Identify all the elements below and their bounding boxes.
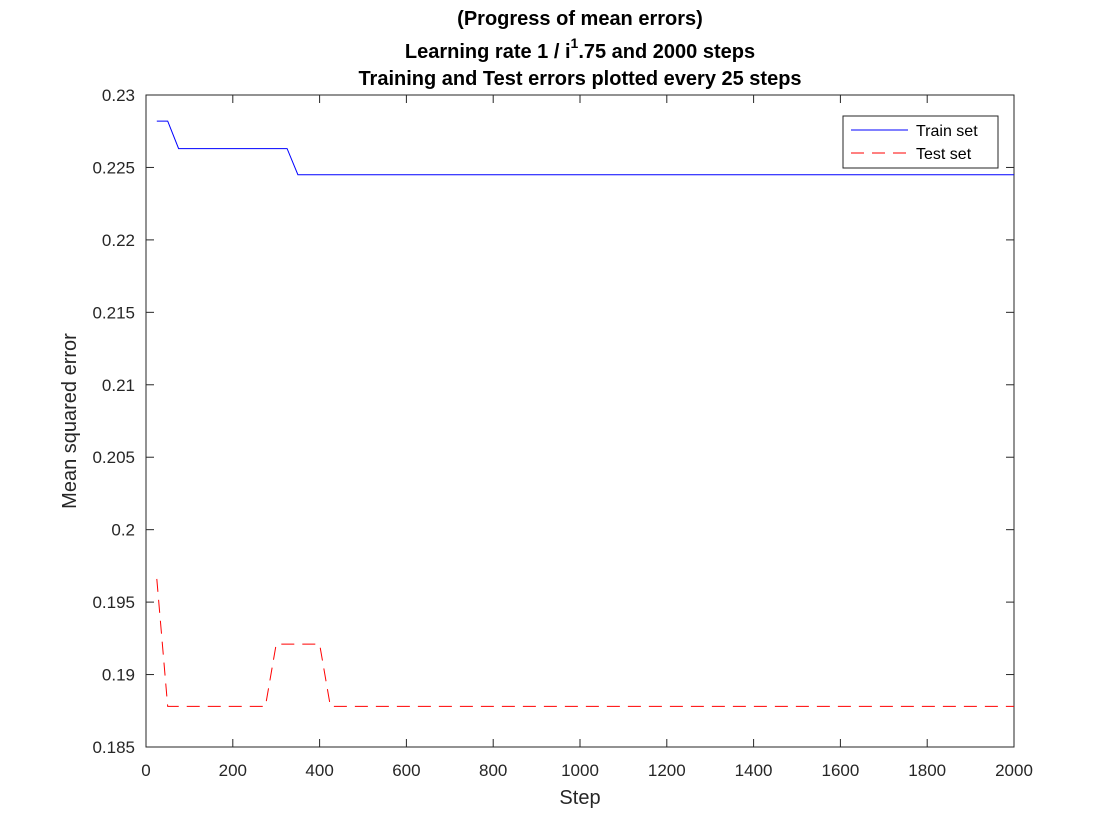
- y-tick-label: 0.19: [102, 666, 135, 685]
- y-tick-label: 0.21: [102, 376, 135, 395]
- x-tick-label: 400: [305, 761, 333, 780]
- y-tick-label: 0.185: [92, 738, 135, 757]
- chart-title-line-2: Learning rate 1 / i1.75 and 2000 steps: [405, 35, 755, 63]
- legend-box: [842, 115, 999, 169]
- plot-area: [145, 94, 1015, 748]
- x-tick-label: 1800: [908, 761, 946, 780]
- x-tick-label: 800: [479, 761, 507, 780]
- y-tick-label: 0.225: [92, 158, 135, 177]
- chart-title-line-1: (Progress of mean errors): [457, 8, 703, 30]
- x-tick-label: 2000: [995, 761, 1033, 780]
- series-line-test: [156, 578, 1014, 707]
- x-tick-label: 1200: [648, 761, 686, 780]
- y-tick-label: 0.2: [111, 521, 135, 540]
- x-axis-ticks: 0 200 400 600 800 1000 1200 1400 1600 1800 2000: [141, 95, 1033, 780]
- x-tick-label: 200: [219, 761, 247, 780]
- legend-label-test: Test set: [916, 146, 972, 163]
- y-axis-ticks: 0.185 0.19 0.195 0.2 0.205 0.21 0.215 0.22 0.225…: [92, 86, 1014, 757]
- x-tick-label: 1000: [561, 761, 599, 780]
- y-tick-label: 0.23: [102, 86, 135, 105]
- series-line-train: [156, 120, 1014, 176]
- chart-title-line-3: Training and Test errors plotted every 2…: [358, 68, 801, 90]
- legend-label-train: Train set: [916, 123, 978, 140]
- chart-title-line-2-main: Learning rate 1 / i: [405, 41, 571, 63]
- x-tick-label: 0: [141, 761, 150, 780]
- x-tick-label: 600: [392, 761, 420, 780]
- y-tick-label: 0.215: [92, 303, 135, 322]
- y-tick-label: 0.22: [102, 231, 135, 250]
- y-tick-label: 0.195: [92, 593, 135, 612]
- y-tick-label: 0.205: [92, 448, 135, 467]
- chart-title-superscript: 1: [571, 35, 579, 51]
- chart-title-line-2-suffix: .75 and 2000 steps: [578, 41, 755, 63]
- y-axis-label: Mean squared error: [59, 333, 81, 509]
- x-axis-label: Step: [559, 787, 600, 809]
- legend: Train set Test set: [842, 115, 999, 169]
- x-tick-label: 1600: [821, 761, 859, 780]
- series-layer: [156, 120, 1014, 707]
- x-tick-label: 1400: [735, 761, 773, 780]
